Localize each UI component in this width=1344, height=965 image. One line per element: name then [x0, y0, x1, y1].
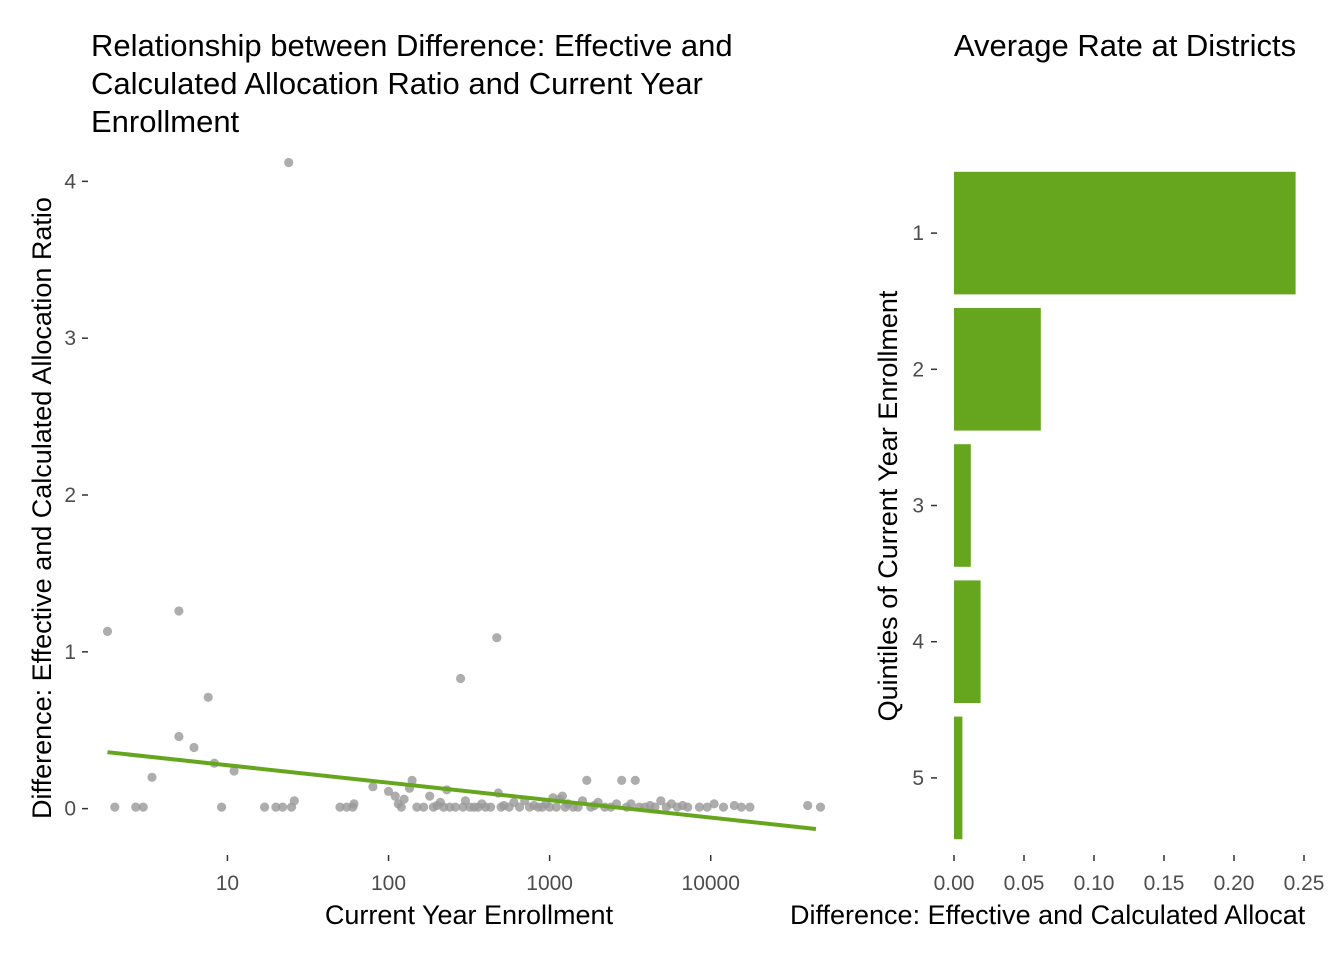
scatter-point [390, 791, 400, 801]
bar-y-tick-label: 4 [912, 631, 924, 654]
scatter-point [102, 626, 113, 637]
scatter-point [412, 802, 422, 812]
scatter-y-tick-label: 0 [64, 798, 76, 821]
scatter-y-tick-label: 2 [64, 484, 76, 507]
scatter-point [335, 802, 345, 812]
bar-y-axis-title: Quintiles of Current Year Enrollment [873, 290, 903, 721]
scatter-point [278, 802, 288, 812]
bar-quintile-2 [954, 308, 1041, 431]
scatter-y-axis-title: Difference: Effective and Calculated All… [27, 197, 57, 819]
scatter-title-line-2: Calculated Allocation Ratio and Current … [91, 66, 703, 101]
scatter-point [702, 802, 712, 812]
scatter-point [271, 802, 281, 812]
scatter-point [450, 802, 460, 812]
scatter-point [349, 799, 359, 809]
scatter-point [694, 802, 705, 812]
scatter-point [131, 802, 141, 812]
scatter-point [456, 673, 466, 684]
scatter-point [407, 775, 417, 786]
scatter-point [425, 791, 435, 801]
scatter-point [815, 802, 826, 812]
bar-title: Average Rate at Districts [954, 28, 1296, 63]
bar-x-axis-title: Difference: Effective and Calculated All… [790, 900, 1306, 930]
bar-x-tick-label: 0.00 [934, 872, 975, 895]
scatter-y-axis: 0 1 2 3 4 [64, 170, 88, 821]
scatter-point [174, 731, 184, 742]
scatter-x-axis: 10 100 1000 10000 [216, 855, 740, 895]
bar-x-tick-label: 0.05 [1004, 872, 1045, 895]
scatter-x-tick-label: 100 [371, 872, 406, 895]
scatter-point [630, 775, 640, 786]
scatter-point [514, 802, 525, 812]
scatter-point [718, 802, 729, 812]
bar-y-tick-label: 3 [912, 495, 924, 518]
scatter-panel: Relationship between Difference: Effecti… [27, 28, 826, 930]
scatter-point [557, 791, 568, 801]
scatter-point [399, 794, 409, 804]
scatter-point [545, 802, 555, 812]
scatter-point [110, 802, 120, 812]
scatter-x-tick-label: 1000 [526, 872, 573, 895]
scatter-x-tick-label: 10 [216, 872, 239, 895]
scatter-point [284, 157, 294, 168]
scatter-points [102, 157, 826, 812]
scatter-point [138, 802, 148, 812]
scatter-point [229, 766, 239, 776]
bar-x-tick-label: 0.25 [1284, 872, 1325, 895]
scatter-point [147, 772, 157, 782]
scatter-point [803, 800, 813, 811]
scatter-x-tick-label: 10000 [682, 872, 740, 895]
bar-panel: Average Rate at Districts 1 2 3 4 5 0.00 0.05… [790, 28, 1324, 930]
scatter-point [174, 606, 184, 616]
scatter-title-line-1: Relationship between Difference: Effecti… [91, 28, 733, 63]
scatter-point [582, 775, 592, 786]
scatter-point [189, 742, 199, 753]
scatter-point [396, 802, 406, 812]
scatter-point [626, 799, 636, 809]
scatter-point [203, 692, 213, 702]
bar-y-axis: 1 2 3 4 5 [912, 222, 937, 790]
bar-quintile-1 [954, 171, 1296, 295]
bar-marks [954, 171, 1296, 840]
scatter-point [217, 802, 227, 812]
scatter-trend-line [107, 750, 817, 832]
scatter-title-line-3: Enrollment [91, 104, 240, 139]
bar-quintile-3 [954, 444, 971, 567]
scatter-point [745, 802, 755, 812]
scatter-y-tick-label: 4 [64, 170, 76, 193]
scatter-point [729, 800, 739, 811]
bar-x-tick-label: 0.10 [1074, 872, 1115, 895]
bar-y-tick-label: 2 [912, 358, 924, 381]
scatter-point [683, 802, 693, 812]
scatter-point [486, 802, 496, 812]
scatter-point [289, 796, 299, 806]
bar-y-tick-label: 5 [912, 767, 924, 790]
scatter-point [617, 775, 627, 786]
scatter-point [551, 802, 561, 812]
scatter-y-tick-label: 3 [64, 327, 76, 350]
bar-x-tick-label: 0.15 [1144, 872, 1185, 895]
bar-quintile-4 [954, 580, 981, 703]
bar-x-tick-label: 0.20 [1214, 872, 1255, 895]
bar-y-tick-label: 1 [912, 222, 924, 245]
scatter-point [368, 782, 378, 792]
scatter-point [383, 786, 394, 797]
scatter-point [492, 633, 502, 643]
scatter-point [656, 796, 666, 806]
scatter-y-tick-label: 1 [64, 641, 76, 664]
scatter-x-axis-title: Current Year Enrollment [325, 900, 614, 930]
scatter-point [736, 802, 747, 812]
bar-x-axis: 0.00 0.05 0.10 0.15 0.20 0.25 [934, 855, 1325, 895]
scatter-point [260, 802, 270, 812]
scatter-point [709, 799, 719, 809]
bar-quintile-5 [954, 716, 963, 840]
scatter-point [419, 802, 429, 812]
